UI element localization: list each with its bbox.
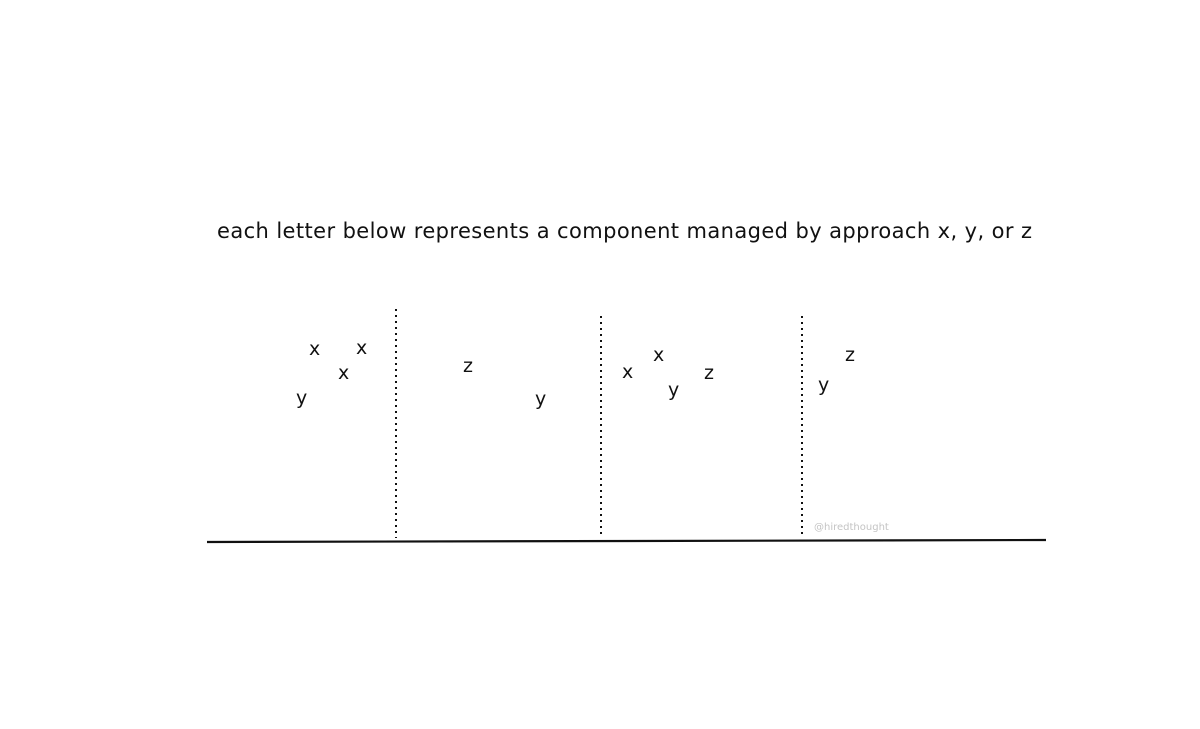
component-letter: y (535, 388, 546, 410)
component-letter: z (845, 344, 855, 366)
component-letter: x (309, 338, 320, 360)
component-letter: x (653, 344, 664, 366)
component-letter: z (704, 362, 714, 384)
group-1: x x x y (296, 337, 367, 409)
baseline (206, 538, 1047, 544)
watermark: @hiredthought (814, 522, 889, 533)
component-letter: y (668, 379, 679, 401)
component-letter: y (296, 387, 307, 409)
caption: each letter below represents a component… (217, 219, 1033, 243)
component-letter: x (338, 362, 349, 384)
component-letter: x (356, 337, 367, 359)
group-3: x x y z (622, 344, 714, 401)
component-letter: z (463, 355, 473, 377)
component-letter: y (818, 374, 829, 396)
group-2: z y (463, 355, 546, 410)
group-4: y z (818, 344, 855, 396)
component-letter: x (622, 361, 633, 383)
